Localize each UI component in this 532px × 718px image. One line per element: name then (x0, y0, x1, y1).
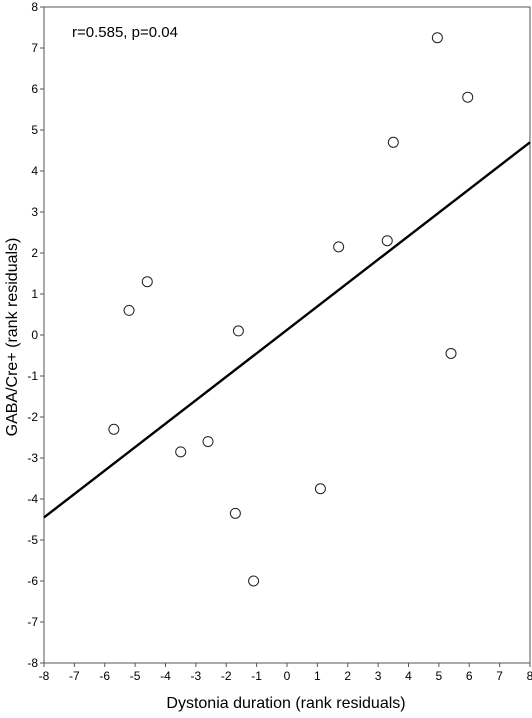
scatter-point (387, 136, 399, 148)
y-tick-label: 6 (31, 82, 38, 96)
x-axis: -8 -7 -6 -5 -4 -3 -2 -1 0 1 2 3 4 5 6 7 8 (39, 663, 532, 683)
scatter-point (202, 436, 214, 448)
y-tick-label: -3 (27, 451, 38, 465)
scatter-point (431, 32, 443, 44)
y-tick-label: 0 (31, 328, 38, 342)
scatter-point (248, 575, 260, 587)
y-tick-label: -4 (27, 492, 38, 506)
y-axis-title: GABA/Cre+ (rank residuals) (4, 238, 21, 437)
scatter-point (108, 423, 120, 435)
fit-line-layer (43, 141, 531, 519)
plot-frame (43, 6, 531, 664)
y-tick-label: -8 (27, 656, 38, 670)
y-tick-label: -5 (27, 533, 38, 547)
y-tick-label: -6 (27, 574, 38, 588)
scatter-point (175, 446, 187, 458)
x-axis-title: Dystonia duration (rank residuals) (166, 695, 405, 712)
x-tick-label: -1 (251, 669, 262, 683)
x-tick-label: -8 (39, 669, 50, 683)
scatter-point (141, 276, 153, 288)
y-tick-label: 1 (31, 287, 38, 301)
x-tick-label: 7 (496, 669, 503, 683)
y-axis: -8 -7 -6 -5 -4 -3 -2 -1 0 1 2 3 4 5 6 7 8 (27, 0, 44, 670)
x-tick-label: -5 (130, 669, 141, 683)
y-tick-label: 2 (31, 246, 38, 260)
x-tick-label: 0 (284, 669, 291, 683)
data-points (108, 32, 474, 587)
scatter-point (232, 325, 244, 337)
scatter-point (229, 507, 241, 519)
scatter-point (314, 483, 326, 495)
scatter-point (381, 235, 393, 247)
y-tick-label: 5 (31, 123, 38, 137)
x-tick-label: -3 (191, 669, 202, 683)
y-tick-label: 8 (31, 0, 38, 14)
scatter-point (333, 241, 345, 253)
regression-line (43, 141, 531, 519)
x-tick-label: 4 (405, 669, 412, 683)
y-tick-label: -1 (27, 369, 38, 383)
x-tick-label: -2 (221, 669, 232, 683)
x-tick-label: 2 (344, 669, 351, 683)
y-tick-label: -2 (27, 410, 38, 424)
x-tick-label: 5 (436, 669, 443, 683)
x-tick-label: -4 (160, 669, 171, 683)
scatter-point (445, 347, 457, 359)
y-tick-label: 7 (31, 41, 38, 55)
y-tick-label: 3 (31, 205, 38, 219)
y-tick-label: 4 (31, 164, 38, 178)
x-tick-label: -7 (69, 669, 80, 683)
x-tick-label: 6 (466, 669, 473, 683)
x-tick-label: -6 (99, 669, 110, 683)
correlation-annotation: r=0.585, p=0.04 (72, 24, 178, 41)
x-tick-label: 8 (527, 669, 532, 683)
plot-border (43, 6, 531, 664)
x-tick-label: 1 (314, 669, 321, 683)
y-tick-label: -7 (27, 615, 38, 629)
scatter-point (123, 304, 135, 316)
x-tick-label: 3 (375, 669, 382, 683)
scatter-point (462, 91, 474, 103)
